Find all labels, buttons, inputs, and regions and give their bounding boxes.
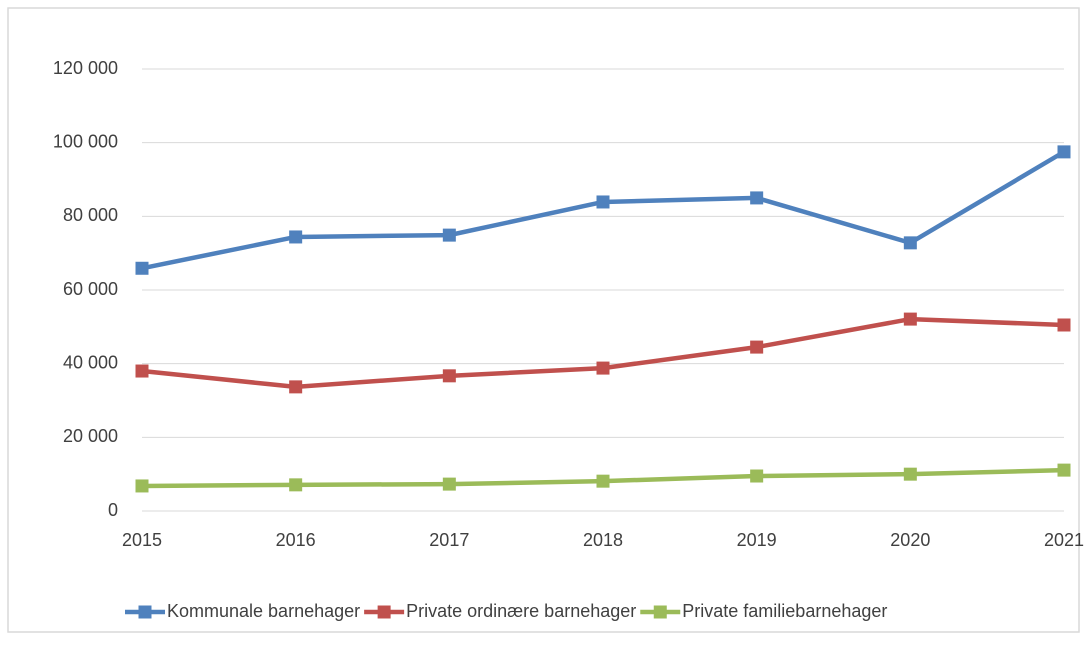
- marker: [750, 340, 764, 354]
- marker: [1057, 145, 1071, 159]
- y-tick-label: 60 000: [63, 279, 118, 299]
- legend-label: Private ordinære barnehager: [406, 601, 636, 621]
- marker: [750, 191, 764, 205]
- y-tick-label: 0: [108, 500, 118, 520]
- legend-marker: [138, 605, 152, 619]
- marker: [903, 467, 917, 481]
- x-tick-label: 2019: [737, 530, 777, 550]
- marker: [596, 361, 610, 375]
- x-tick-label: 2016: [276, 530, 316, 550]
- legend-marker: [653, 605, 667, 619]
- legend-label: Kommunale barnehager: [167, 601, 360, 621]
- marker: [289, 380, 303, 394]
- y-tick-label: 120 000: [53, 58, 118, 78]
- marker: [750, 469, 764, 483]
- y-tick-label: 40 000: [63, 352, 118, 372]
- marker: [442, 477, 456, 491]
- marker: [1057, 463, 1071, 477]
- marker: [903, 312, 917, 326]
- y-tick-label: 100 000: [53, 131, 118, 151]
- x-tick-label: 2015: [122, 530, 162, 550]
- legend-label: Private familiebarnehager: [682, 601, 887, 621]
- y-tick-label: 80 000: [63, 205, 118, 225]
- marker: [289, 478, 303, 492]
- legend-marker: [377, 605, 391, 619]
- x-tick-label: 2021: [1044, 530, 1084, 550]
- marker: [596, 474, 610, 488]
- marker: [135, 261, 149, 275]
- marker: [1057, 318, 1071, 332]
- marker: [442, 228, 456, 242]
- marker: [596, 195, 610, 209]
- marker: [903, 236, 917, 250]
- x-tick-label: 2020: [890, 530, 930, 550]
- marker: [289, 230, 303, 244]
- marker: [135, 364, 149, 378]
- x-tick-label: 2017: [429, 530, 469, 550]
- marker: [442, 369, 456, 383]
- marker: [135, 479, 149, 493]
- y-tick-label: 20 000: [63, 426, 118, 446]
- x-tick-label: 2018: [583, 530, 623, 550]
